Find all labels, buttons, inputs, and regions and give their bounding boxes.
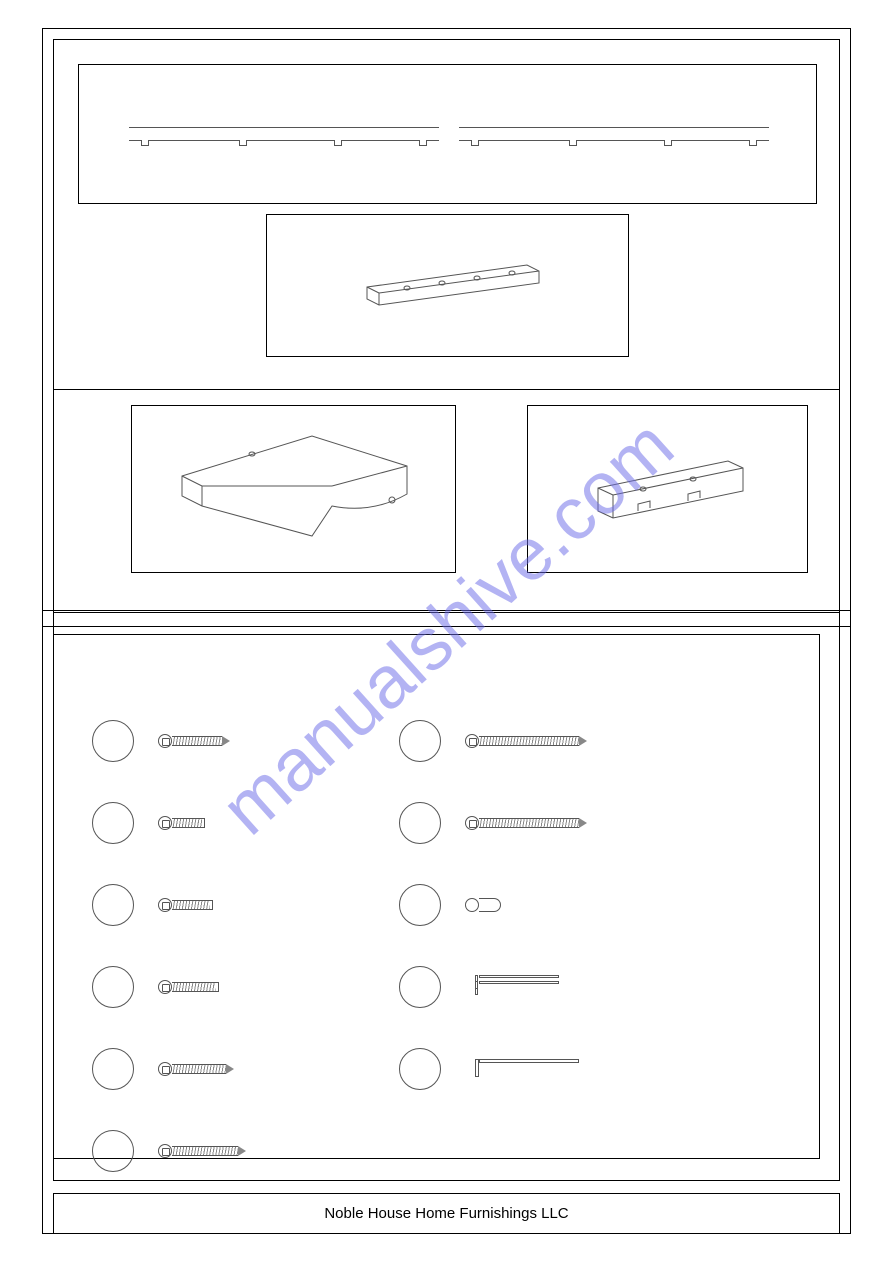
short-bracket-icon [528,406,809,574]
divider-2 [54,612,839,613]
armrest-panel [131,405,456,573]
bolt-med-icon [158,898,213,912]
bar-with-holes-icon [267,215,630,358]
hardware-item-F [92,1130,246,1172]
allen-key-small-icon [465,973,585,1001]
rail-right [459,127,769,141]
hardware-panel [53,634,820,1159]
hardware-item-H [399,802,587,844]
label-circle [92,720,134,762]
hardware-item-A [92,720,230,762]
label-circle [92,966,134,1008]
bolt-short-icon [158,816,205,830]
bolt-med2-icon [158,980,219,994]
rail-left [129,127,439,141]
gap-border-bottom [42,626,851,627]
divider-1 [54,389,839,390]
gap-border-top [42,610,851,611]
hardware-item-D [92,966,219,1008]
hardware-item-G [399,720,587,762]
page-outer-frame: Noble House Home Furnishings LLC [42,28,851,1234]
hardware-item-C [92,884,213,926]
hardware-item-J [399,966,585,1008]
wood-screw-short-icon [158,734,230,748]
footer-text: Noble House Home Furnishings LLC [324,1205,568,1222]
label-circle [399,1048,441,1090]
barrel-nut-icon [465,898,501,912]
label-circle [399,884,441,926]
rails-panel [78,64,817,204]
screw-xlong-icon [465,734,587,748]
label-circle [92,802,134,844]
label-circle [399,720,441,762]
hardware-item-B [92,802,205,844]
hardware-item-E [92,1048,234,1090]
label-circle [92,1048,134,1090]
footer: Noble House Home Furnishings LLC [53,1193,840,1233]
armrest-piece-icon [132,406,457,574]
bracket-panel [527,405,808,573]
label-circle [399,802,441,844]
screw-med-point-icon [158,1062,234,1076]
hardware-item-K [399,1048,585,1090]
screw-xlong2-icon [465,816,587,830]
hardware-item-I [399,884,501,926]
label-circle [92,884,134,926]
bar-panel [266,214,629,357]
screw-long-point-icon [158,1144,246,1158]
label-circle [399,966,441,1008]
allen-key-large-icon [465,1055,585,1083]
label-circle [92,1130,134,1172]
